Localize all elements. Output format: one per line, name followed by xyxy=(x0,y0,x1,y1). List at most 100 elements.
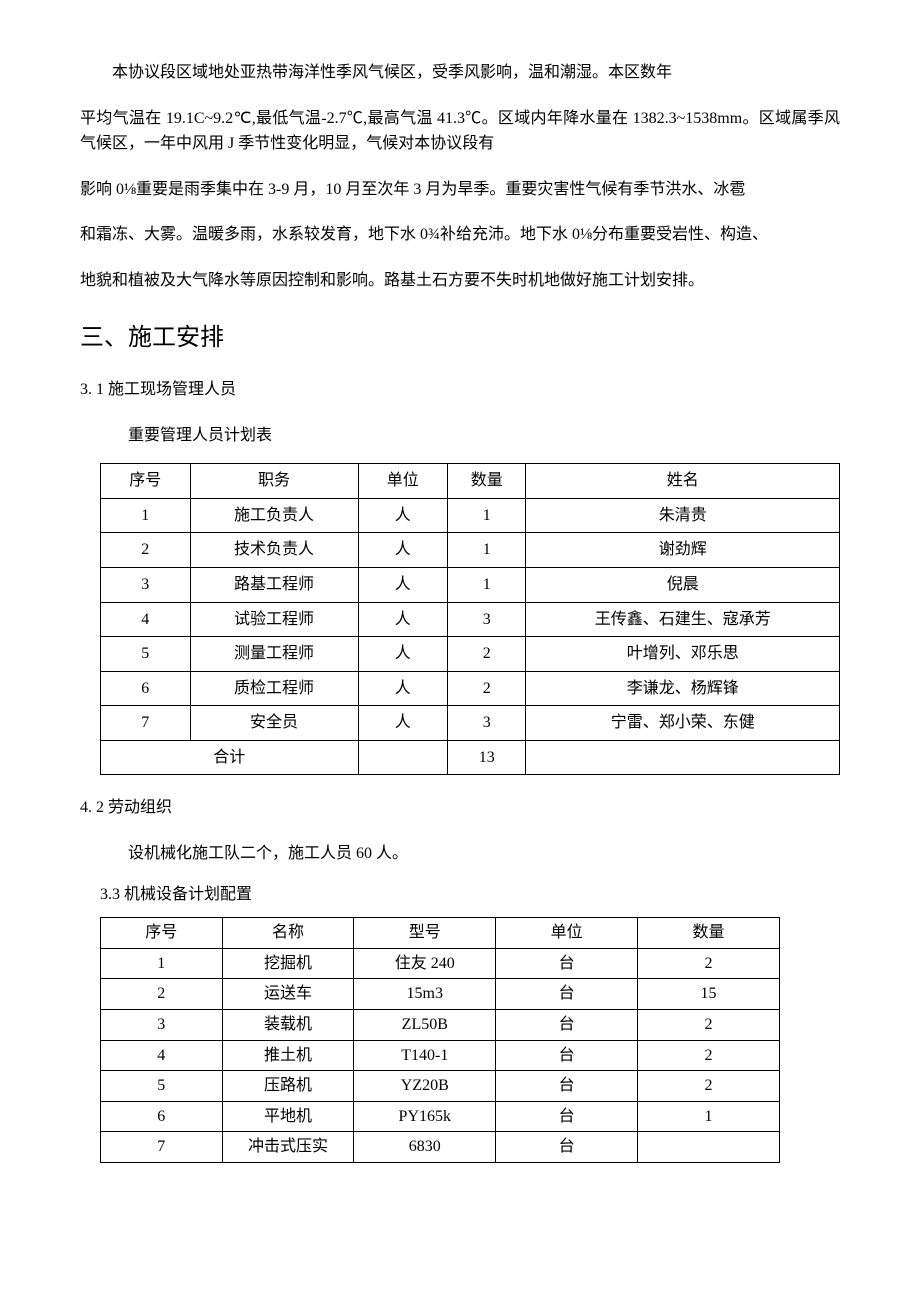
total-label: 合计 xyxy=(101,740,359,775)
table-cell: T140-1 xyxy=(354,1040,496,1071)
table-cell: 6 xyxy=(101,1101,223,1132)
table-cell: 质检工程师 xyxy=(190,671,358,706)
table-cell: 台 xyxy=(496,1101,638,1132)
table-row: 5压路机YZ20B台2 xyxy=(101,1071,780,1102)
table-cell: 台 xyxy=(496,979,638,1010)
th2-qty: 数量 xyxy=(638,918,780,949)
table-cell: 人 xyxy=(358,498,448,533)
table-row: 2技术负责人人1谢劲辉 xyxy=(101,533,840,568)
table-row: 3路基工程师人1倪晨 xyxy=(101,567,840,602)
table-cell: 试验工程师 xyxy=(190,602,358,637)
table-cell: 人 xyxy=(358,533,448,568)
th-unit: 单位 xyxy=(358,464,448,499)
table-cell: 2 xyxy=(638,1071,780,1102)
table-row: 4推土机T140-1台2 xyxy=(101,1040,780,1071)
table-row: 1施工负责人人1朱清贵 xyxy=(101,498,840,533)
table-row: 3装载机ZL50B台2 xyxy=(101,1010,780,1041)
total-names xyxy=(526,740,840,775)
th2-model: 型号 xyxy=(354,918,496,949)
table-cell: 倪晨 xyxy=(526,567,840,602)
paragraph-intro-2: 平均气温在 19.1C~9.2℃,最低气温-2.7℃,最高气温 41.3℃。区域… xyxy=(80,106,840,157)
table-cell: 4 xyxy=(101,602,191,637)
table-cell: 台 xyxy=(496,1132,638,1163)
paragraph-intro-3: 影响 0⅛重要是雨季集中在 3-9 月，10 月至次年 3 月为旱季。重要灾害性… xyxy=(80,177,840,203)
table-cell: 王传鑫、石建生、寇承芳 xyxy=(526,602,840,637)
table-cell: 台 xyxy=(496,1040,638,1071)
th-qty: 数量 xyxy=(448,464,526,499)
table-cell: 运送车 xyxy=(222,979,354,1010)
table-cell: 6830 xyxy=(354,1132,496,1163)
table-cell: 装载机 xyxy=(222,1010,354,1041)
heading-4-2: 4. 2 劳动组织 xyxy=(80,795,840,821)
table-cell: 4 xyxy=(101,1040,223,1071)
sec42-body: 设机械化施工队二个，施工人员 60 人。 xyxy=(80,841,840,867)
table-cell: 1 xyxy=(448,498,526,533)
th2-seq: 序号 xyxy=(101,918,223,949)
table-cell: 5 xyxy=(101,1071,223,1102)
table-cell: 2 xyxy=(448,671,526,706)
table-cell: 李谦龙、杨辉锋 xyxy=(526,671,840,706)
table-cell: 推土机 xyxy=(222,1040,354,1071)
equipment-table: 序号 名称 型号 单位 数量 1挖掘机住友 240台22运送车15m3台153装… xyxy=(100,917,780,1163)
table-cell: 平地机 xyxy=(222,1101,354,1132)
table-cell: 1 xyxy=(638,1101,780,1132)
table-cell: 1 xyxy=(448,533,526,568)
table-cell: 1 xyxy=(101,948,223,979)
paragraph-intro-4: 和霜冻、大雾。温暖多雨，水系较发育，地下水 0¾补给充沛。地下水 0⅛分布重要受… xyxy=(80,222,840,248)
table-cell: 技术负责人 xyxy=(190,533,358,568)
table-cell: 3 xyxy=(448,602,526,637)
table-cell: 宁雷、郑小荣、东健 xyxy=(526,706,840,741)
table-cell: 人 xyxy=(358,706,448,741)
table-cell: 谢劲辉 xyxy=(526,533,840,568)
paragraph-intro-1: 本协议段区域地处亚热带海洋性季风气候区，受季风影响，温和潮湿。本区数年 xyxy=(80,60,840,86)
table-cell: 台 xyxy=(496,1010,638,1041)
table-cell: 2 xyxy=(638,948,780,979)
table-cell: 路基工程师 xyxy=(190,567,358,602)
paragraph-intro-5: 地貌和植被及大气降水等原因控制和影响。路基土石方要不失时机地做好施工计划安排。 xyxy=(80,268,840,294)
table-header-row: 序号 职务 单位 数量 姓名 xyxy=(101,464,840,499)
table-cell: 2 xyxy=(101,533,191,568)
table-cell: 7 xyxy=(101,1132,223,1163)
table-cell: YZ20B xyxy=(354,1071,496,1102)
total-qty: 13 xyxy=(448,740,526,775)
table-row: 1挖掘机住友 240台2 xyxy=(101,948,780,979)
table-cell: 1 xyxy=(448,567,526,602)
table1-caption: 重要管理人员计划表 xyxy=(80,423,840,449)
table-cell: 朱清贵 xyxy=(526,498,840,533)
table-cell: 15 xyxy=(638,979,780,1010)
table-cell: 7 xyxy=(101,706,191,741)
table-cell: 住友 240 xyxy=(354,948,496,979)
th-role: 职务 xyxy=(190,464,358,499)
table-row: 5测量工程师人2叶增列、邓乐思 xyxy=(101,637,840,672)
table-row: 4试验工程师人3王传鑫、石建生、寇承芳 xyxy=(101,602,840,637)
heading-section-3: 三、施工安排 xyxy=(80,319,840,357)
table-cell: 施工负责人 xyxy=(190,498,358,533)
table-cell: 测量工程师 xyxy=(190,637,358,672)
th2-name: 名称 xyxy=(222,918,354,949)
table-cell: 2 xyxy=(638,1010,780,1041)
table-cell xyxy=(638,1132,780,1163)
table-cell: 人 xyxy=(358,637,448,672)
table-cell: 台 xyxy=(496,948,638,979)
table-cell: 冲击式压实 xyxy=(222,1132,354,1163)
table-cell: PY165k xyxy=(354,1101,496,1132)
table-cell: 5 xyxy=(101,637,191,672)
table-cell: 人 xyxy=(358,602,448,637)
table-cell: 人 xyxy=(358,567,448,602)
table-cell: 安全员 xyxy=(190,706,358,741)
table-cell: ZL50B xyxy=(354,1010,496,1041)
table-cell: 6 xyxy=(101,671,191,706)
table-cell: 15m3 xyxy=(354,979,496,1010)
table-cell: 叶增列、邓乐思 xyxy=(526,637,840,672)
th-seq: 序号 xyxy=(101,464,191,499)
table-cell: 挖掘机 xyxy=(222,948,354,979)
table-row: 2运送车15m3台15 xyxy=(101,979,780,1010)
th2-unit: 单位 xyxy=(496,918,638,949)
personnel-table: 序号 职务 单位 数量 姓名 1施工负责人人1朱清贵2技术负责人人1谢劲辉3路基… xyxy=(100,463,840,775)
table-cell: 2 xyxy=(638,1040,780,1071)
heading-3-1: 3. 1 施工现场管理人员 xyxy=(80,377,840,403)
table-cell: 3 xyxy=(101,567,191,602)
table-cell: 1 xyxy=(101,498,191,533)
table2-header-row: 序号 名称 型号 单位 数量 xyxy=(101,918,780,949)
table-cell: 3 xyxy=(448,706,526,741)
